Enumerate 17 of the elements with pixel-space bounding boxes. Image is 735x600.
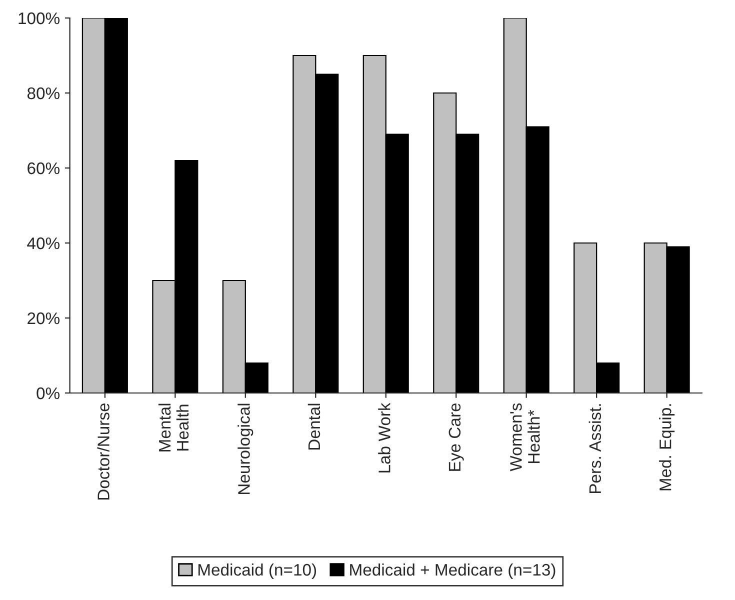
legend-label: Medicaid (n=10) xyxy=(198,563,316,579)
y-tick-label: 20% xyxy=(28,312,60,324)
x-tick-label: Doctor/Nurse xyxy=(97,403,110,500)
x-tick-label: Pers. Assist. xyxy=(588,404,602,494)
y-tick-label: 40% xyxy=(27,237,60,250)
y-tick-label: 0% xyxy=(36,387,60,400)
x-tick-label: Med. Equip. xyxy=(659,404,675,490)
x-tick-label: Eye Care xyxy=(448,403,464,471)
y-tick-label: 80% xyxy=(27,87,60,100)
x-tick-label: Dental xyxy=(308,404,320,450)
x-tick-label: Neurological xyxy=(238,404,254,494)
x-tick-label: Mental Health xyxy=(158,404,189,452)
y-tick-label: 100% xyxy=(18,12,60,24)
y-tick-label: 60% xyxy=(28,162,60,174)
x-tick-label: Lab Work xyxy=(378,402,390,472)
x-tick-label: Women's Health* xyxy=(510,403,540,472)
legend-label: Medicaid + Medicare (n=13) xyxy=(350,563,556,579)
